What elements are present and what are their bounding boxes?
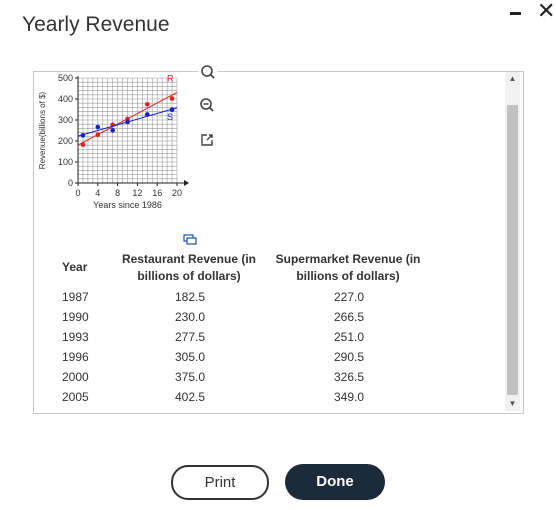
data-point-S <box>125 119 130 125</box>
table-cell-supermarket: 326.5 <box>333 370 365 384</box>
table-cell-year: 1993 <box>62 330 89 344</box>
zoom-in-icon <box>201 65 215 79</box>
x-tick-label: 0 <box>75 188 80 198</box>
data-point-R <box>169 96 175 101</box>
print-button[interactable]: Print <box>171 465 269 500</box>
table-cell-restaurant: 375.0 <box>174 370 206 384</box>
table-cell-supermarket: 251.0 <box>333 330 365 344</box>
column-header-supermarket: Supermarket Revenue (in billions of doll… <box>275 252 421 283</box>
dialog-title: Yearly Revenue <box>22 13 170 36</box>
scrollbar[interactable]: ▲ ▼ <box>505 72 520 411</box>
zoom-out-button[interactable] <box>197 95 217 115</box>
table-cell-supermarket: 349.0 <box>333 390 365 404</box>
table-cell-restaurant: 402.5 <box>174 390 206 404</box>
copy-icon[interactable] <box>183 234 197 246</box>
table-cell-year: 1990 <box>62 310 89 324</box>
y-tick-label: 400 <box>58 94 73 104</box>
data-point-R <box>80 142 86 147</box>
table-cell-supermarket: 290.5 <box>333 350 365 364</box>
column-header-restaurant: Restaurant Revenue (in billions of dolla… <box>121 252 257 283</box>
done-button[interactable]: Done <box>285 464 385 500</box>
table-cell-year: 1987 <box>62 290 89 304</box>
x-tick-label: 4 <box>95 188 100 198</box>
x-axis-arrow <box>184 180 189 186</box>
scrollbar-thumb[interactable] <box>507 105 518 395</box>
column-header-year: Year <box>62 260 88 274</box>
popout-button[interactable] <box>197 130 217 150</box>
y-tick-label: 300 <box>58 115 73 125</box>
table-cell-supermarket: 266.5 <box>333 310 365 324</box>
data-point-S <box>95 124 101 130</box>
y-tick-label: 0 <box>68 178 73 188</box>
table-cell-supermarket: 227.0 <box>333 290 365 304</box>
table-cell-restaurant: 230.0 <box>174 310 206 324</box>
y-tick-label: 500 <box>58 73 73 83</box>
data-point-S <box>169 107 175 113</box>
data-point-S <box>110 127 115 133</box>
table-cell-year: 1996 <box>62 350 89 364</box>
y-axis-label: Revenue(billions of $) <box>38 91 47 169</box>
table-cell-restaurant: 277.5 <box>174 330 206 344</box>
close-icon[interactable]: ✕ <box>537 0 556 23</box>
revenue-chart: 0 100 200 300 400 500 0 4 8 12 16 20 Years since 198… <box>38 73 189 210</box>
minimize-icon[interactable] <box>509 5 523 19</box>
x-axis-label: Years since 1986 <box>93 200 162 210</box>
zoom-out-icon <box>200 98 214 112</box>
zoom-in-button[interactable] <box>198 62 218 82</box>
x-tick-label: 12 <box>132 188 142 198</box>
series-label-R: R <box>167 73 174 83</box>
data-point-S <box>145 112 150 117</box>
y-tick-label: 100 <box>58 157 73 167</box>
x-tick-label: 20 <box>172 188 182 198</box>
data-point-R <box>145 101 150 107</box>
content-panel <box>33 71 524 414</box>
table-cell-restaurant: 305.0 <box>174 350 206 364</box>
y-tick-label: 200 <box>58 136 73 146</box>
table-cell-year: 2000 <box>62 370 89 384</box>
x-tick-label: 8 <box>115 188 120 198</box>
x-tick-label: 16 <box>152 188 162 198</box>
table-cell-restaurant: 182.5 <box>174 290 206 304</box>
scroll-down-icon[interactable]: ▼ <box>508 399 517 408</box>
table-cell-year: 2005 <box>62 390 89 404</box>
scroll-up-icon[interactable]: ▲ <box>508 74 517 83</box>
series-label-S: S <box>167 112 173 122</box>
data-point-S <box>80 133 86 138</box>
data-point-R <box>95 132 101 137</box>
popout-icon <box>201 134 213 146</box>
